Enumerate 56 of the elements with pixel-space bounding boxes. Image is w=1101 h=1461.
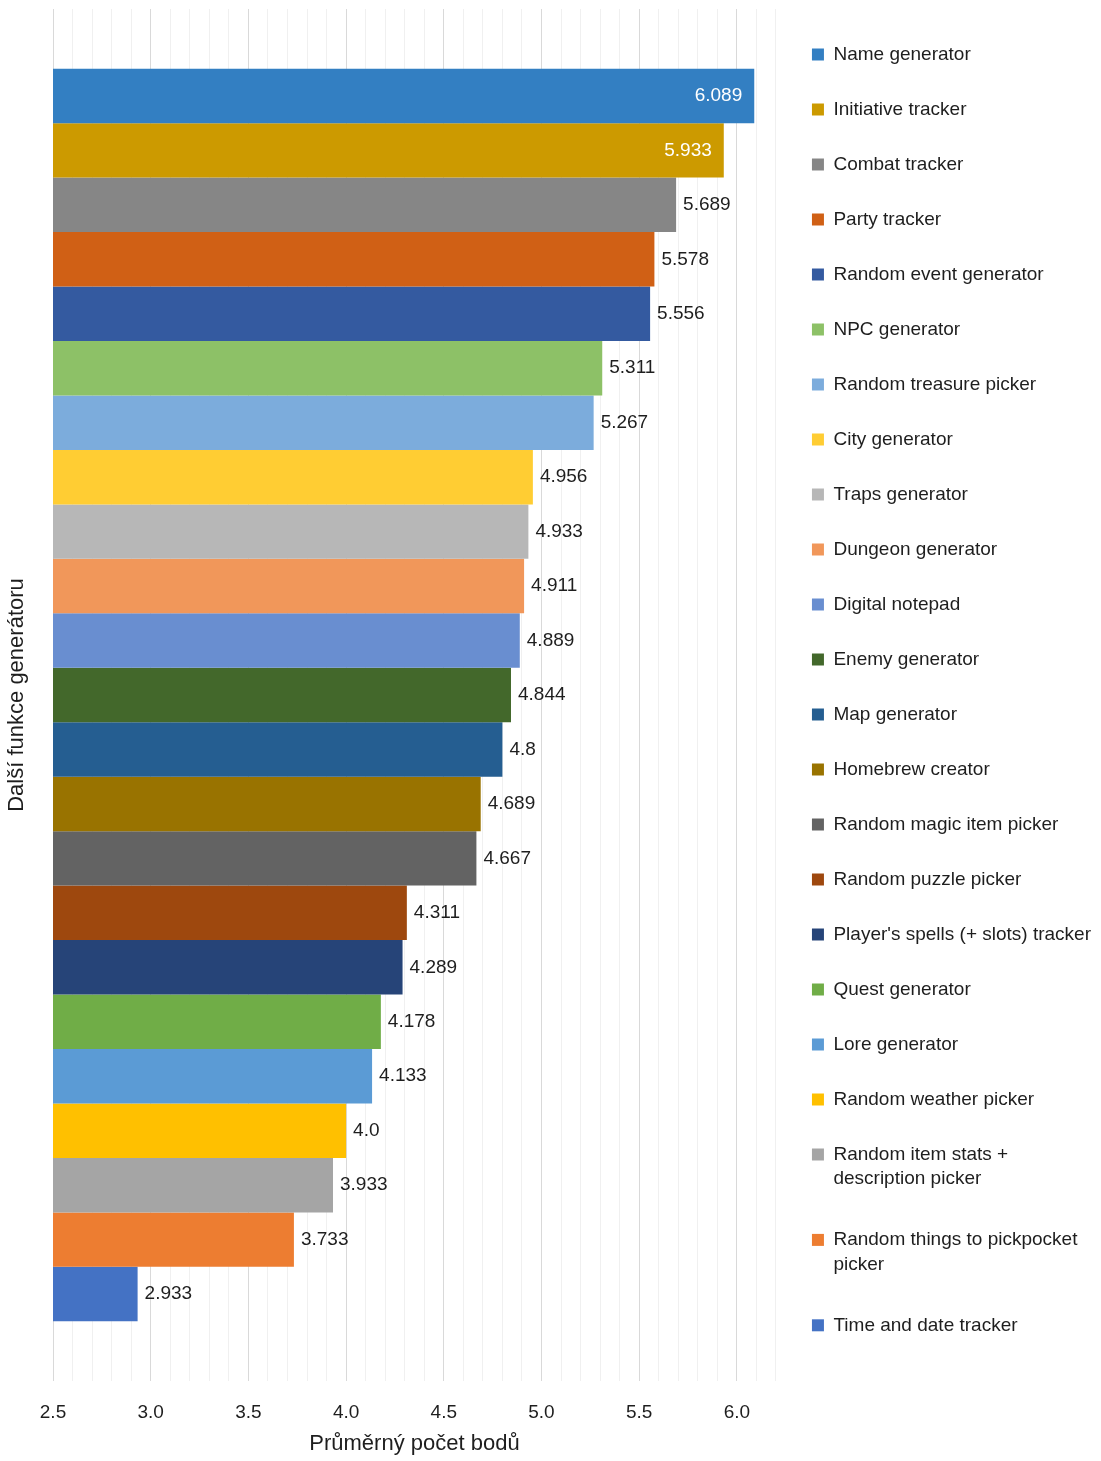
- data-label: 2.933: [144, 1282, 193, 1304]
- legend-label: Random puzzle picker: [833, 867, 1023, 889]
- data-label: 5.267: [600, 410, 649, 432]
- data-label: 5.689: [683, 193, 731, 215]
- data-label: 4.889: [526, 628, 575, 650]
- data-label: 4.0: [353, 1118, 380, 1140]
- x-tick-label: 3.5: [235, 1400, 262, 1422]
- data-label: 4.689: [487, 792, 536, 814]
- data-label: 5.556: [657, 302, 705, 323]
- legend-label: NPC generator: [833, 317, 961, 339]
- data-label: 4.667: [483, 846, 531, 868]
- legend-label: City generator: [833, 427, 954, 449]
- data-label: 4.289: [409, 955, 458, 977]
- data-label: 5.311: [609, 356, 656, 378]
- legend-label: Random event generator: [833, 262, 1045, 284]
- legend-label: Time and date tracker: [833, 1313, 1019, 1335]
- data-label: 4.8: [509, 737, 536, 759]
- data-label: 4.911: [531, 574, 578, 596]
- legend-label: Random item stats + description picker: [833, 1142, 1009, 1189]
- data-label: 6.089: [694, 84, 743, 106]
- data-label: 4.844: [517, 683, 566, 705]
- y-axis-title: Další funkce generátoru: [3, 578, 29, 812]
- legend-label: Traps generator: [833, 482, 969, 504]
- x-tick-label: 2.5: [39, 1400, 67, 1422]
- legend-label: Random magic item picker: [833, 812, 1060, 834]
- legend-label: Party tracker: [833, 207, 942, 229]
- legend-label: Digital notepad: [833, 592, 961, 614]
- x-tick-label: 6.0: [723, 1400, 751, 1422]
- legend-label: Quest generator: [833, 977, 972, 999]
- x-tick-label: 3.0: [137, 1400, 164, 1422]
- legend-label: Initiative tracker: [833, 97, 968, 119]
- legend-label: Enemy generator: [833, 647, 980, 669]
- legend-label: Map generator: [833, 702, 958, 724]
- x-tick-label: 4.5: [430, 1400, 457, 1422]
- data-label: 4.956: [539, 465, 588, 487]
- legend-label: Random weather picker: [833, 1087, 1035, 1109]
- legend-label: Dungeon generator: [833, 537, 998, 559]
- data-label: 4.933: [535, 519, 583, 541]
- legend-label: Player's spells (+ slots) tracker: [833, 922, 1092, 944]
- data-label: 3.733: [300, 1227, 349, 1249]
- data-label: 3.933: [339, 1173, 388, 1195]
- legend-label: Random treasure picker: [833, 372, 1037, 394]
- data-label: 4.311: [413, 901, 460, 923]
- x-tick-label: 4.0: [332, 1400, 360, 1422]
- data-label: 5.933: [664, 138, 712, 160]
- legend-label: Homebrew creator: [833, 757, 991, 779]
- legend-label: Combat tracker: [833, 152, 964, 174]
- legend-label: Lore generator: [833, 1032, 959, 1054]
- x-tick-label: 5.0: [528, 1400, 555, 1422]
- legend-label: Name generator: [833, 42, 972, 64]
- data-label: 4.178: [387, 1010, 436, 1032]
- x-axis-title: Průměrný počet bodů: [309, 1429, 520, 1455]
- legend-label: Random things to pickpocket picker: [833, 1228, 1079, 1274]
- x-tick-label: 5.5: [625, 1400, 653, 1422]
- data-label: 5.578: [661, 247, 709, 269]
- data-label: 4.133: [379, 1064, 427, 1086]
